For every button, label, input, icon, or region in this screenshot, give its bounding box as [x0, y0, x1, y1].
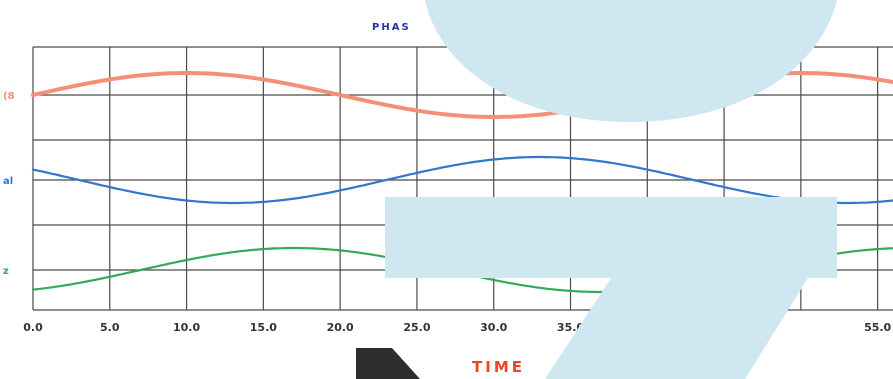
overlay-graphic [356, 0, 837, 379]
series-side-labels: (8 al z [3, 91, 15, 277]
overlay-dark-corner [356, 348, 420, 379]
x-tick-label-5: 25.0 [403, 321, 430, 334]
series-line-1 [31, 155, 893, 205]
x-tick-label-6: 30.0 [480, 321, 507, 334]
series-side-label-1: al [3, 176, 13, 187]
x-tick-label-0: 0.0 [23, 321, 43, 334]
series-side-label-2: z [3, 266, 9, 277]
x-tick-labels: 0.0 5.0 10.0 15.0 20.0 25.0 30.0 35.0 55.0 [23, 321, 891, 334]
overlay-ring-shape [425, 0, 837, 122]
x-tick-label-1: 5.0 [100, 321, 120, 334]
x-tick-label-3: 15.0 [250, 321, 277, 334]
x-axis-label: TIME [472, 358, 525, 376]
overlay-seven-shape [385, 197, 837, 379]
x-tick-label-11: 55.0 [864, 321, 891, 334]
chart-title: PHAS [372, 22, 411, 33]
x-tick-label-2: 10.0 [173, 321, 200, 334]
series-side-label-0: (8 [3, 91, 15, 102]
x-tick-label-4: 20.0 [327, 321, 354, 334]
